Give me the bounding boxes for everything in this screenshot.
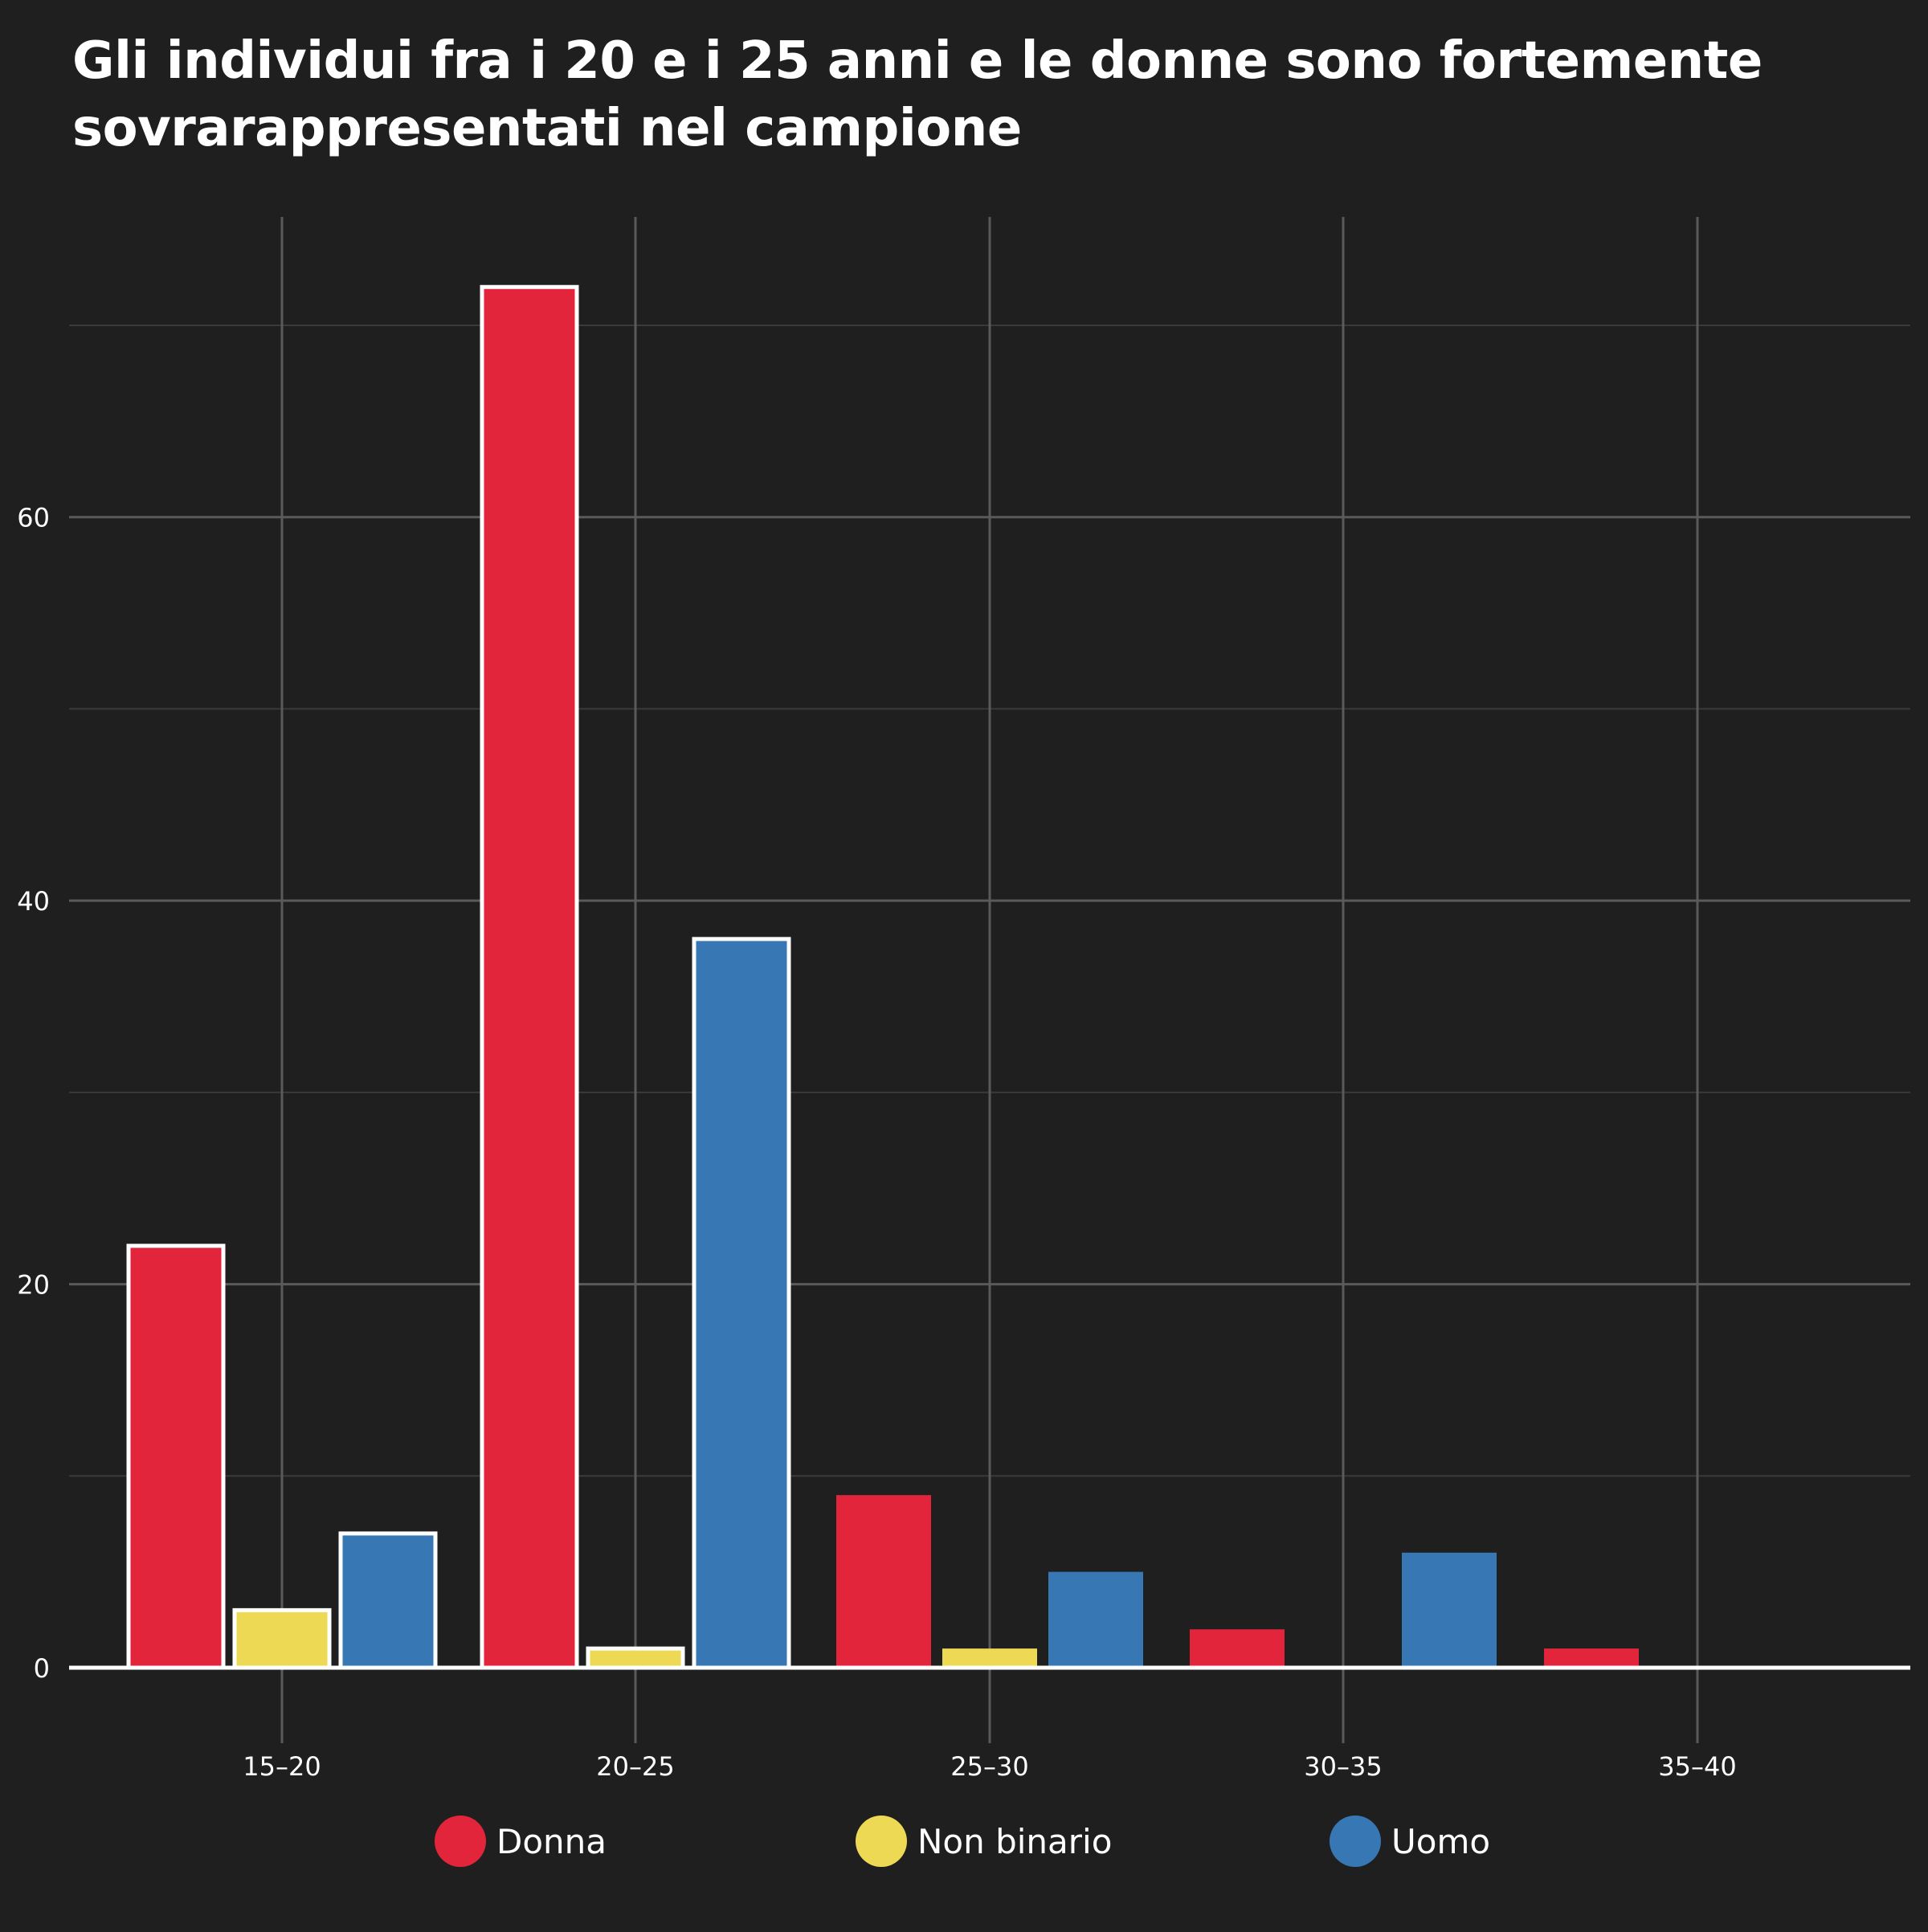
- axes: 0 20 40 60 15–20 20–25 25–30 30–35 35–40: [17, 503, 1910, 1782]
- y-tick-label: 20: [17, 1270, 50, 1301]
- chart-title-line-1: Gli individui fra i 20 e i 25 anni e le …: [72, 31, 1763, 91]
- grid: [69, 217, 1910, 1743]
- legend-marker-uomo: [1330, 1816, 1381, 1867]
- bar-uomo-0: [338, 1531, 438, 1670]
- legend-marker-non-binario: [856, 1816, 907, 1867]
- legend-label-non-binario: Non binario: [917, 1822, 1112, 1861]
- x-tick-label: 25–30: [950, 1751, 1028, 1782]
- x-tick-label: 30–35: [1304, 1751, 1382, 1782]
- bar-donna-3: [1190, 1629, 1285, 1668]
- chart-title: Gli individui fra i 20 e i 25 anni e le …: [72, 35, 1840, 170]
- x-tick-label: 15–20: [243, 1751, 321, 1782]
- bar-non-binario-1: [586, 1646, 685, 1670]
- legend: Donna Non binario Uomo: [435, 1816, 1490, 1867]
- y-tick-label: 0: [34, 1653, 50, 1684]
- x-tick-label: 20–25: [596, 1751, 674, 1782]
- bar-donna-1: [480, 284, 579, 1670]
- bar-non-binario-2: [942, 1648, 1037, 1668]
- bar-uomo-1: [692, 937, 791, 1670]
- legend-label-donna: Donna: [496, 1822, 607, 1861]
- legend-marker-donna: [435, 1816, 486, 1867]
- bar-donna-4: [1544, 1648, 1639, 1668]
- chart-title-line-2: sovrarappresentati nel campione: [72, 99, 1022, 158]
- bar-uomo-2: [1048, 1571, 1143, 1668]
- legend-label-uomo: Uomo: [1391, 1822, 1490, 1861]
- bar-donna-2: [836, 1495, 931, 1668]
- bars: [126, 284, 1639, 1670]
- y-tick-label: 40: [17, 886, 50, 917]
- bar-non-binario-0: [232, 1607, 332, 1670]
- bar-uomo-3: [1402, 1552, 1497, 1668]
- y-tick-label: 60: [17, 503, 50, 533]
- bar-donna-0: [126, 1244, 226, 1670]
- x-tick-label: 35–40: [1658, 1751, 1736, 1782]
